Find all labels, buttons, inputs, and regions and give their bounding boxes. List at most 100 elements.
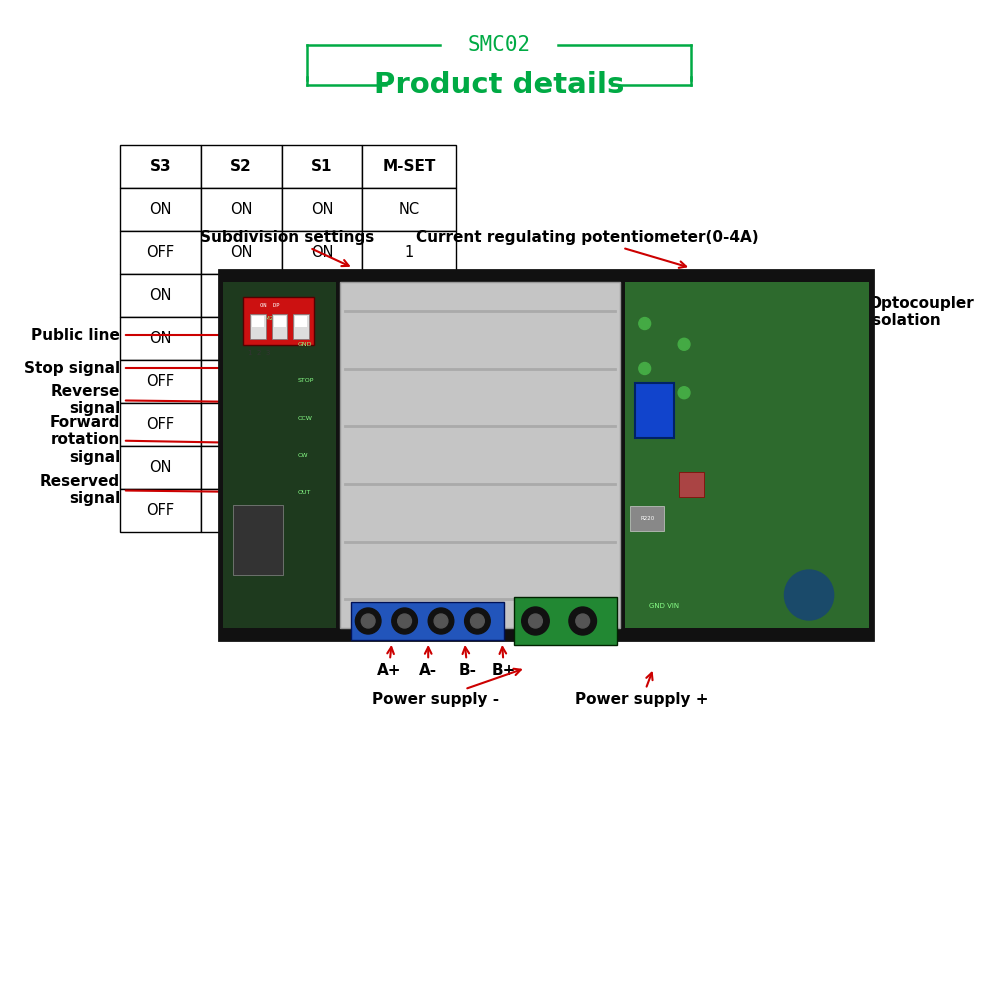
Bar — [201, 403, 282, 446]
Text: OFF: OFF — [308, 503, 336, 518]
Text: GND: GND — [297, 342, 312, 347]
Bar — [201, 489, 282, 532]
Text: M1M2M3: M1M2M3 — [258, 316, 282, 321]
Text: OFF: OFF — [146, 503, 175, 518]
Bar — [362, 360, 456, 403]
Text: OFF: OFF — [227, 503, 255, 518]
Text: A+: A+ — [377, 647, 401, 678]
Text: OFF: OFF — [308, 460, 336, 475]
Text: OFF: OFF — [227, 460, 255, 475]
Bar — [252, 316, 264, 326]
Bar — [250, 314, 266, 339]
Text: OFF: OFF — [308, 417, 336, 432]
Bar — [362, 317, 456, 360]
Bar — [120, 231, 201, 274]
Text: OFF: OFF — [146, 374, 175, 389]
Bar — [201, 188, 282, 231]
Text: Current regulating potentiometer(0-4A): Current regulating potentiometer(0-4A) — [416, 230, 759, 268]
Text: ON: ON — [149, 460, 172, 475]
Circle shape — [678, 387, 690, 399]
Bar — [340, 282, 620, 628]
Bar — [362, 188, 456, 231]
Bar — [120, 360, 201, 403]
Circle shape — [639, 362, 651, 374]
Text: Power supply +: Power supply + — [575, 673, 709, 707]
Text: R220: R220 — [641, 516, 655, 521]
Text: ON: ON — [149, 202, 172, 217]
Text: 1  2  3: 1 2 3 — [248, 350, 270, 356]
Text: B-: B- — [459, 647, 477, 678]
Text: Optocoupler
isolation: Optocoupler isolation — [860, 296, 974, 328]
Circle shape — [465, 608, 490, 634]
Text: 16: 16 — [400, 460, 418, 475]
Bar — [201, 317, 282, 360]
Circle shape — [784, 570, 834, 620]
Text: NC: NC — [398, 202, 420, 217]
Bar — [120, 145, 201, 188]
Text: Reserved
signal: Reserved signal — [40, 474, 246, 506]
Bar — [282, 360, 362, 403]
Text: ON: ON — [311, 288, 333, 303]
Bar — [630, 506, 664, 531]
Bar — [201, 231, 282, 274]
Bar — [282, 403, 362, 446]
Bar — [362, 145, 456, 188]
Text: 2/B: 2/B — [397, 331, 421, 346]
Text: ON: ON — [311, 245, 333, 260]
Bar — [362, 489, 456, 532]
Bar — [362, 446, 456, 489]
Text: STOP: STOP — [297, 378, 314, 383]
Circle shape — [639, 318, 651, 330]
Circle shape — [569, 607, 596, 635]
Circle shape — [529, 614, 542, 628]
Bar — [201, 446, 282, 489]
Text: ON  DP: ON DP — [260, 303, 280, 308]
Text: S2: S2 — [230, 159, 252, 174]
Text: Product details: Product details — [374, 71, 624, 99]
Bar — [679, 472, 704, 497]
Text: 32: 32 — [400, 503, 418, 518]
Text: S3: S3 — [150, 159, 171, 174]
Text: ON: ON — [230, 417, 252, 432]
Circle shape — [576, 614, 590, 628]
Text: S1: S1 — [311, 159, 333, 174]
Bar — [362, 403, 456, 446]
Text: ON: ON — [311, 374, 333, 389]
Bar — [282, 274, 362, 317]
Text: OFF: OFF — [146, 245, 175, 260]
Bar — [282, 145, 362, 188]
Bar — [201, 360, 282, 403]
Circle shape — [678, 338, 690, 350]
Bar — [201, 274, 282, 317]
Text: OFF: OFF — [227, 288, 255, 303]
Bar — [120, 274, 201, 317]
Circle shape — [434, 614, 448, 628]
Text: OFF: OFF — [146, 417, 175, 432]
Text: 4: 4 — [404, 374, 414, 389]
Bar — [625, 282, 869, 628]
Bar — [120, 446, 201, 489]
Circle shape — [398, 614, 411, 628]
Bar — [201, 145, 282, 188]
Bar — [282, 317, 362, 360]
Bar — [362, 231, 456, 274]
Text: Subdivision settings: Subdivision settings — [200, 230, 375, 266]
Bar — [282, 489, 362, 532]
Bar — [282, 188, 362, 231]
Text: B+: B+ — [492, 647, 516, 678]
Text: OFF: OFF — [227, 374, 255, 389]
Bar — [274, 316, 286, 326]
Bar — [362, 274, 456, 317]
Bar — [293, 314, 309, 339]
Bar — [120, 489, 201, 532]
Circle shape — [361, 614, 375, 628]
Circle shape — [522, 607, 549, 635]
Bar — [282, 231, 362, 274]
Bar — [295, 316, 307, 326]
Text: CCW: CCW — [297, 416, 312, 420]
Bar — [219, 270, 873, 640]
Circle shape — [392, 608, 417, 634]
Bar — [233, 505, 283, 575]
Text: M-SET: M-SET — [382, 159, 436, 174]
Circle shape — [428, 608, 454, 634]
